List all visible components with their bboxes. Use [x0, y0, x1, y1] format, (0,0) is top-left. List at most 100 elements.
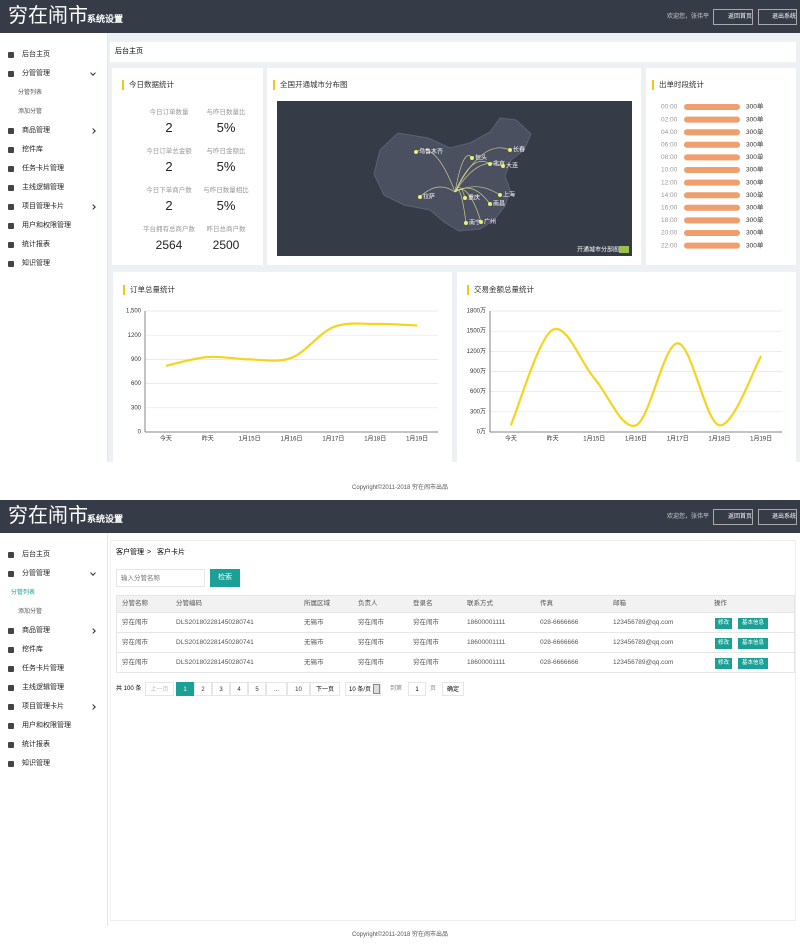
bar-value-label: 300单 [746, 215, 764, 224]
menu-item[interactable]: 项目管理卡片 [22, 203, 64, 210]
menu-item[interactable]: 主线逻辑管理 [22, 684, 64, 691]
action-button[interactable]: 基本信息 [738, 638, 768, 649]
table-cell: 穷在闹市 [122, 619, 148, 626]
table-cell: 穷在闹市 [413, 619, 439, 626]
page-button[interactable]: 5 [248, 682, 266, 696]
chart-panel [113, 272, 452, 470]
table-cell: 028-6666666 [540, 659, 579, 666]
menu-item[interactable]: 知识管理 [22, 260, 50, 267]
hour-label: 16:00 [661, 205, 678, 212]
page-button[interactable]: 1 [176, 682, 194, 696]
city-label: 乌鲁木齐 [419, 148, 443, 156]
title-accent [273, 80, 275, 90]
submenu-item[interactable]: 分管列表 [18, 90, 43, 96]
stat-value: 2564 [155, 238, 183, 252]
action-button[interactable]: 修改 [715, 618, 732, 629]
table-header: 所属区域 [304, 600, 330, 607]
system-title: 系统设置 [87, 14, 124, 24]
menu-item[interactable]: 任务卡片管理 [22, 665, 64, 672]
stat-label: 今日下单商户数 [146, 187, 192, 194]
action-button[interactable]: 修改 [715, 658, 732, 669]
action-button[interactable]: 修改 [715, 638, 732, 649]
top-bar [0, 500, 800, 533]
city-point [464, 221, 468, 225]
confirm-button[interactable]: 确定 [442, 682, 464, 696]
x-tick-label: 1月18日 [364, 436, 386, 443]
menu-item[interactable]: 后台主页 [22, 551, 50, 558]
menu-item[interactable]: 分管管理 [22, 70, 50, 77]
action-button[interactable]: 基本信息 [738, 618, 768, 629]
menu-item[interactable]: 分管管理 [22, 570, 50, 577]
breadcrumb: 后台主页 [115, 48, 143, 55]
hour-label: 02:00 [661, 116, 678, 123]
table-cell: 028-6666666 [540, 639, 579, 646]
y-tick-label: 1200 [128, 333, 142, 339]
menu-item[interactable]: 统计报表 [22, 241, 50, 248]
exit-button[interactable]: 退出系统 [758, 9, 797, 25]
city-point [463, 196, 467, 200]
action-button[interactable]: 基本信息 [738, 658, 768, 669]
menu-item[interactable]: 用户和权限管理 [22, 722, 71, 729]
menu-item[interactable]: 主线逻辑管理 [22, 184, 64, 191]
table-row [116, 653, 795, 673]
prev-button[interactable]: 上一页 [145, 682, 174, 696]
x-tick-label: 1月16日 [280, 436, 302, 443]
table-header: 分管名称 [122, 600, 148, 607]
y-tick-label: 0 [138, 430, 142, 436]
y-tick-label: 900万 [470, 368, 486, 375]
stats-panel [112, 68, 263, 265]
stat-label: 今日订单数量 [149, 109, 189, 116]
y-tick-label: 1800万 [467, 308, 486, 315]
page-button[interactable]: 10 [287, 682, 310, 696]
city-point [488, 162, 492, 166]
submenu-item[interactable]: 添加分管 [18, 109, 43, 115]
home-button[interactable]: 返回首页 [713, 509, 753, 525]
menu-item[interactable]: 统计报表 [22, 741, 50, 748]
menu-item[interactable]: 商品管理 [22, 127, 50, 134]
page-button[interactable]: 3 [212, 682, 230, 696]
table-header: 操作 [714, 600, 727, 607]
search-input[interactable] [116, 569, 205, 587]
next-button[interactable]: 下一页 [310, 682, 340, 696]
menu-item[interactable]: 后台主页 [22, 51, 50, 58]
menu-item[interactable]: 知识管理 [22, 760, 50, 767]
table-header: 邮箱 [613, 600, 626, 607]
home-button[interactable]: 返回首页 [713, 9, 753, 25]
goto-input[interactable]: 1 [408, 682, 426, 696]
menu-item[interactable]: 商品管理 [22, 627, 50, 634]
menu-item[interactable]: 挖件库 [22, 146, 43, 153]
menu-item[interactable]: 项目管理卡片 [22, 703, 64, 710]
menu-item[interactable]: 任务卡片管理 [22, 165, 64, 172]
table-header: 登录名 [413, 600, 433, 607]
page-button[interactable]: 4 [230, 682, 248, 696]
hour-bar [684, 116, 740, 123]
stat-value: 5% [216, 198, 236, 213]
y-tick-label: 1200万 [467, 348, 486, 355]
city-label: 大连 [506, 162, 518, 170]
menu-icon [8, 552, 14, 558]
y-tick-label: 1500万 [467, 328, 486, 335]
page-button[interactable]: ... [266, 682, 287, 696]
search-button[interactable]: 检索 [210, 569, 240, 587]
menu-icon [8, 571, 14, 577]
menu-icon [8, 742, 14, 748]
x-tick-label: 1月17日 [667, 436, 689, 443]
bar-value-label: 300单 [746, 102, 764, 111]
page-size-select[interactable]: 10 条/页 [345, 682, 381, 696]
submenu-item[interactable]: 添加分管 [18, 609, 43, 615]
menu-item[interactable]: 用户和权限管理 [22, 222, 71, 229]
hour-bar [684, 230, 740, 236]
sidebar [0, 33, 108, 462]
page-button[interactable]: 2 [194, 682, 212, 696]
stat-label: 今日订单总金额 [146, 148, 192, 155]
submenu-item[interactable]: 分管列表 [11, 590, 36, 596]
hour-bar [684, 141, 740, 148]
exit-button[interactable]: 退出系统 [758, 509, 797, 525]
bar-value-label: 300单 [746, 228, 764, 237]
stat-label: 昨日总商户数 [206, 226, 246, 233]
menu-item[interactable]: 挖件库 [22, 646, 43, 653]
chart-panel [457, 272, 796, 470]
panel-title: 订单总量统计 [130, 285, 175, 294]
breadcrumb: 客户卡片 [157, 549, 185, 556]
